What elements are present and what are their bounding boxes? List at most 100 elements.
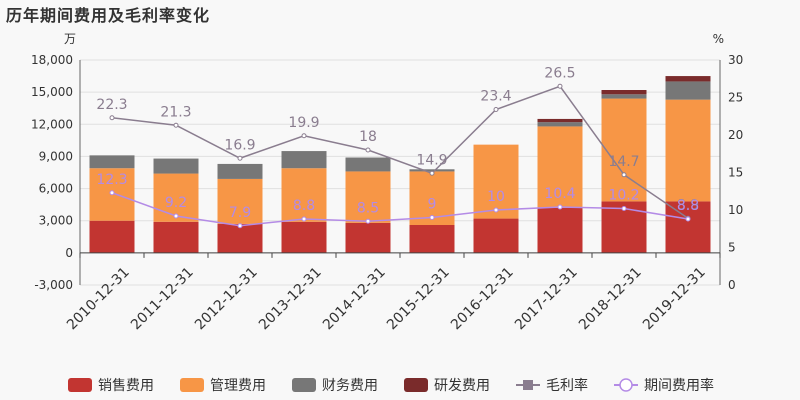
bar-segment	[345, 171, 391, 223]
x-tick-label: 2012-12-31	[192, 264, 261, 333]
bar-segment	[537, 126, 583, 208]
bar-segment	[409, 225, 455, 253]
series-point	[557, 83, 563, 89]
y-right-tick-label: 30	[728, 53, 743, 67]
series-point	[365, 218, 371, 224]
data-label: 9	[428, 197, 437, 213]
legend-swatch	[180, 378, 204, 392]
x-tick-label: 2010-12-31	[64, 264, 133, 333]
x-tick-label: 2019-12-31	[640, 264, 709, 333]
legend-swatch	[404, 378, 428, 392]
legend-marker	[523, 380, 533, 390]
series-point	[237, 223, 243, 229]
legend-swatch	[292, 378, 316, 392]
data-label: 14.7	[608, 154, 639, 170]
series-point	[429, 215, 435, 220]
bar-segment	[281, 151, 327, 169]
x-tick-label: 2017-12-31	[512, 264, 581, 333]
series-point	[493, 107, 499, 112]
series-line	[111, 85, 689, 219]
y-right-tick-label: 5	[728, 241, 736, 255]
data-label: 14.9	[416, 152, 447, 168]
series-point	[301, 216, 307, 222]
bar-segment	[153, 221, 199, 253]
legend-marker	[619, 378, 633, 392]
bar-segment	[537, 118, 583, 123]
bar-segment	[665, 81, 711, 100]
series-point	[365, 147, 371, 153]
bar-segment	[217, 163, 263, 179]
y-left-tick-label: 0	[65, 246, 73, 260]
data-label: 12.3	[96, 172, 127, 188]
legend-label: 财务费用	[322, 378, 378, 394]
y-left-tick-label: 18,000	[31, 53, 73, 67]
data-label: 21.3	[160, 104, 191, 120]
bar-segment	[601, 90, 647, 95]
bar-segment	[345, 157, 391, 172]
x-tick-label: 2015-12-31	[384, 264, 453, 333]
series-point	[109, 190, 115, 196]
x-tick-label: 2014-12-31	[320, 264, 389, 333]
data-label: 10	[487, 189, 505, 205]
data-label: 8.8	[677, 198, 699, 214]
series-line	[111, 192, 689, 227]
series-point	[621, 206, 627, 211]
x-tick-label: 2016-12-31	[448, 264, 517, 333]
data-label: 8.8	[293, 198, 315, 214]
data-label: 8.5	[357, 200, 379, 216]
legend-swatch	[68, 378, 92, 392]
y-left-unit: 万	[64, 32, 76, 46]
bar-segment	[601, 94, 647, 99]
series-point	[109, 115, 115, 121]
bar-segment	[665, 76, 711, 82]
y-right-tick-label: 25	[728, 91, 743, 105]
legend-layer: 销售费用 管理费用 财务费用 研发费用 毛利率 期间费用率	[68, 377, 714, 394]
y-left-tick-label: 6,000	[39, 182, 73, 196]
data-label: 10.4	[544, 186, 575, 202]
bar-segment	[537, 207, 583, 253]
bar-segment	[473, 144, 519, 219]
x-tick-label: 2011-12-31	[128, 264, 197, 333]
data-label: 10.2	[608, 188, 639, 204]
data-label: 16.9	[224, 137, 255, 153]
series-point	[429, 170, 435, 176]
data-label: 19.9	[288, 115, 319, 131]
bar-segment	[217, 223, 263, 253]
y-left-tick-label: 3,000	[39, 214, 73, 228]
series-point	[237, 155, 243, 161]
bar-segment	[217, 178, 263, 224]
series-point	[621, 172, 627, 178]
bar-segment	[281, 168, 327, 222]
data-label: 18	[359, 129, 377, 145]
chart-title: 历年期间费用及毛利率变化	[6, 6, 211, 25]
bar-segment	[281, 221, 327, 253]
data-label: 22.3	[96, 97, 127, 113]
legend-label: 管理费用	[210, 378, 266, 394]
series-point	[557, 204, 563, 210]
x-tick-label: 2013-12-31	[256, 264, 325, 333]
series-point	[301, 133, 307, 139]
bar-segment	[409, 169, 455, 172]
lines-layer	[109, 83, 691, 229]
legend-label: 期间费用率	[644, 377, 714, 394]
data-label: 7.9	[229, 205, 251, 221]
bar-segment	[89, 155, 135, 169]
data-label: 8.9	[677, 197, 699, 213]
bar-segment	[89, 220, 135, 253]
legend-label: 研发费用	[434, 378, 490, 394]
y-left-tick-label: 15,000	[31, 85, 73, 99]
bar-segment	[665, 99, 711, 202]
x-tick-label: 2018-12-31	[576, 264, 645, 333]
y-left-tick-label: 12,000	[31, 117, 73, 131]
axis-layer: -3,000 0 3,000 6,000 9,000 12,000 15,000 18,000…	[31, 32, 743, 292]
series-point	[493, 207, 499, 213]
series-point	[685, 216, 691, 222]
bar-segment	[473, 218, 519, 253]
data-label: 26.5	[544, 65, 575, 81]
bar-segment	[537, 122, 583, 127]
series-point	[173, 213, 179, 219]
bar-segment	[153, 158, 199, 174]
y-left-tick-label: 9,000	[39, 149, 73, 163]
bar-segment	[345, 222, 391, 253]
